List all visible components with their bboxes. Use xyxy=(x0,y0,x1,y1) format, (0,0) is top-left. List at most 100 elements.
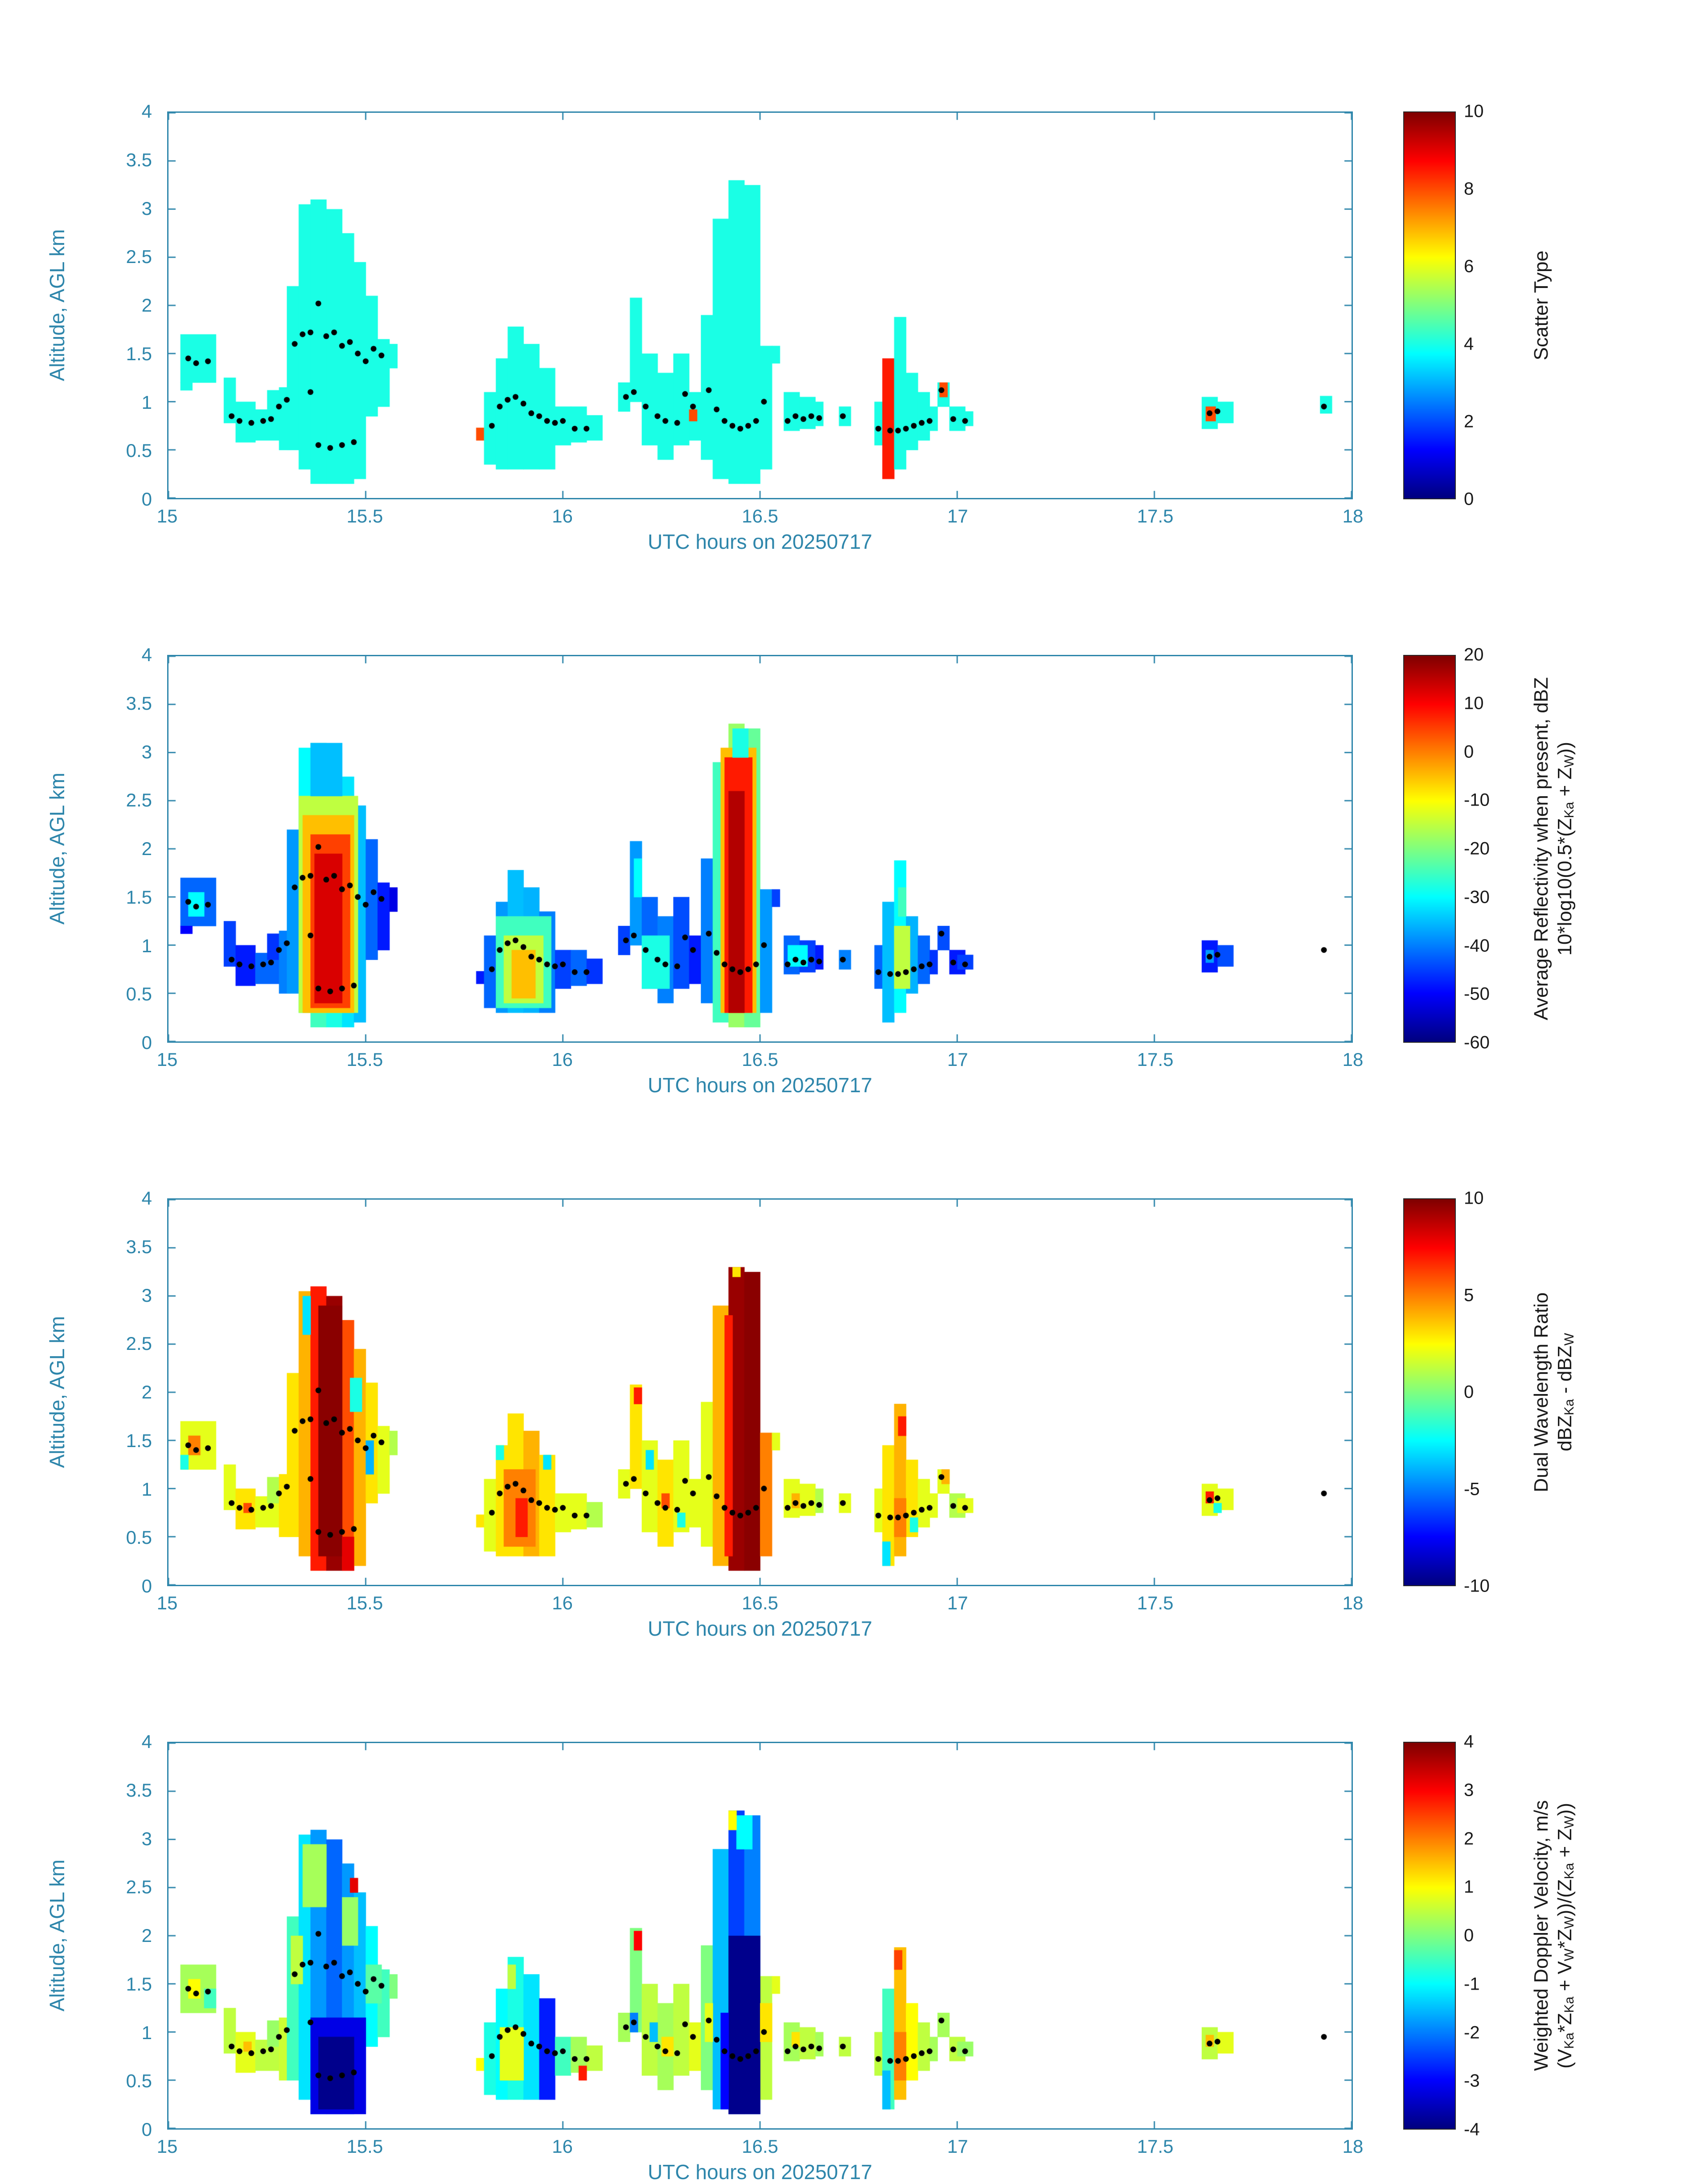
y-tick-label: 3 xyxy=(141,1828,152,1849)
x-tick-label: 16 xyxy=(552,506,573,526)
colorbar-label-line: Average Reflectivity when present, dBZ xyxy=(1530,677,1552,1020)
x-tick-label: 18 xyxy=(1342,506,1364,526)
y-tick-label: 3.5 xyxy=(126,692,152,714)
panel-dual-wavelength-ratio: Altitude, AGL km 0 0.5 1 1.5 2 2.5 3 3.5 4 15 15.… xyxy=(0,1087,1705,1640)
y-tick-label: 3.5 xyxy=(126,1779,152,1801)
x-axis-label: UTC hours on 20250717 xyxy=(648,1073,872,1097)
colorbar-label: Weighted Doppler Velocity, m/s (VKa*ZKa … xyxy=(1530,1742,1578,2130)
y-axis-ticks: 0 0.5 1 1.5 2 2.5 3 3.5 4 xyxy=(80,101,158,510)
x-tick-label: 15.5 xyxy=(346,506,383,526)
colorbar-tick-label: 2 xyxy=(1464,411,1474,432)
colorbar-tick-label: 0 xyxy=(1464,1925,1474,1945)
x-tick-label: 16.5 xyxy=(742,2136,778,2157)
y-tick-label: 3.5 xyxy=(126,149,152,170)
y-tick-label: 2.5 xyxy=(126,246,152,267)
y-tick-label: 0.5 xyxy=(126,440,152,461)
colorbar-tick-label: -60 xyxy=(1464,1032,1490,1053)
y-axis-label: Altitude, AGL km xyxy=(45,229,69,382)
x-tick-label: 16.5 xyxy=(742,1049,778,1070)
colorbar-label-line: dBZKa - dBZW xyxy=(1553,1333,1577,1452)
plot-area xyxy=(167,1742,1353,2130)
y-tick-label: 1.5 xyxy=(126,1430,152,1451)
y-axis-label: Altitude, AGL km xyxy=(45,1859,69,2012)
colorbar-label: Dual Wavelength Ratio dBZKa - dBZW xyxy=(1530,1198,1578,1586)
heatmap-canvas xyxy=(168,1743,1352,2128)
colorbar-tick-label: -2 xyxy=(1464,2023,1480,2042)
x-axis-label: UTC hours on 20250717 xyxy=(648,530,872,553)
y-tick-label: 0 xyxy=(141,1575,152,1596)
x-tick-label: 15.5 xyxy=(346,2136,383,2157)
colorbar-tick-label: -5 xyxy=(1464,1479,1480,1499)
colorbar-tick-label: 4 xyxy=(1464,334,1474,354)
x-tick-label: 17.5 xyxy=(1137,1592,1174,1613)
x-tick-label: 15 xyxy=(156,1592,178,1613)
y-axis-label: Altitude, AGL km xyxy=(45,1316,69,1468)
colorbar xyxy=(1403,1742,1456,2130)
y-tick-label: 2 xyxy=(141,1382,152,1403)
x-tick-label: 18 xyxy=(1342,1592,1364,1613)
colorbar-tick-label: -30 xyxy=(1464,887,1490,907)
y-tick-label: 3 xyxy=(141,1284,152,1306)
colorbar-tick-label: 10 xyxy=(1464,1188,1484,1208)
x-tick-label: 16 xyxy=(552,1592,573,1613)
colorbar-tick-label: -4 xyxy=(1464,2119,1480,2139)
colorbar-canvas xyxy=(1404,656,1455,1042)
y-tick-label: 1 xyxy=(141,935,152,956)
colorbar-ticks: 0 2 4 6 8 10 xyxy=(1464,102,1531,509)
y-axis-ticks: 0 0.5 1 1.5 2 2.5 3 3.5 4 xyxy=(80,644,158,1053)
heatmap-canvas xyxy=(168,656,1352,1041)
colorbar-tick-label: 2 xyxy=(1464,1829,1474,1848)
y-tick-label: 1 xyxy=(141,2022,152,2043)
x-axis-label: UTC hours on 20250717 xyxy=(648,1617,872,1640)
colorbar-tick-label: 5 xyxy=(1464,1285,1474,1305)
colorbar-label-line: (VKa*ZKa + VW*ZW))/(ZKa + ZW)) xyxy=(1553,1803,1577,2069)
colorbar-tick-label: 1 xyxy=(1464,1877,1474,1897)
y-tick-label: 2 xyxy=(141,1925,152,1946)
colorbar-tick-label: 10 xyxy=(1464,693,1484,713)
y-tick-label: 2.5 xyxy=(126,1876,152,1898)
x-tick-label: 17.5 xyxy=(1137,1049,1174,1070)
x-tick-label: 17 xyxy=(947,2136,968,2157)
colorbar-tick-label: 0 xyxy=(1464,489,1474,509)
y-tick-label: 4 xyxy=(141,1188,152,1209)
colorbar-label-line: Scatter Type xyxy=(1530,250,1552,361)
x-axis-ticks: 15 15.5 16 16.5 17 17.5 18 xyxy=(157,506,1364,529)
colorbar-canvas xyxy=(1404,1199,1455,1585)
colorbar-tick-label: -10 xyxy=(1464,1576,1490,1596)
y-axis-ticks: 0 0.5 1 1.5 2 2.5 3 3.5 4 xyxy=(80,1188,158,1596)
colorbar-canvas xyxy=(1404,1743,1455,2129)
heatmap-canvas xyxy=(168,113,1352,498)
colorbar-tick-label: 10 xyxy=(1464,101,1484,121)
y-tick-label: 2 xyxy=(141,295,152,316)
panel-reflectivity: Altitude, AGL km 0 0.5 1 1.5 2 2.5 3 3.5 4 15 15.… xyxy=(0,543,1705,1097)
x-tick-label: 16 xyxy=(552,2136,573,2157)
colorbar-tick-label: -50 xyxy=(1464,984,1490,1004)
colorbar-label: Average Reflectivity when present, dBZ 1… xyxy=(1530,655,1578,1043)
y-tick-label: 2.5 xyxy=(126,790,152,811)
panel-doppler-velocity: Altitude, AGL km 0 0.5 1 1.5 2 2.5 3 3.5 4 15 15.… xyxy=(0,1630,1705,2184)
y-tick-label: 1.5 xyxy=(126,1973,152,1995)
colorbar-label-line: Dual Wavelength Ratio xyxy=(1530,1292,1552,1493)
colorbar-ticks: -60 -50 -40 -30 -20 -10 0 10 20 xyxy=(1464,645,1531,1053)
x-axis-ticks: 15 15.5 16 16.5 17 17.5 18 xyxy=(157,1592,1364,1616)
x-tick-label: 17 xyxy=(947,1592,968,1613)
y-axis-ticks: 0 0.5 1 1.5 2 2.5 3 3.5 4 xyxy=(80,1731,158,2140)
x-tick-label: 17 xyxy=(947,1049,968,1070)
colorbar-tick-label: -20 xyxy=(1464,839,1490,859)
x-tick-label: 15 xyxy=(156,2136,178,2157)
x-tick-label: 15.5 xyxy=(346,1049,383,1070)
colorbar-tick-label: 0 xyxy=(1464,1382,1474,1402)
colorbar xyxy=(1403,111,1456,499)
x-tick-label: 18 xyxy=(1342,2136,1364,2157)
y-tick-label: 2 xyxy=(141,838,152,859)
y-tick-label: 4 xyxy=(141,644,152,665)
x-tick-label: 17.5 xyxy=(1137,506,1174,526)
plot-area xyxy=(167,1198,1353,1586)
x-axis-ticks: 15 15.5 16 16.5 17 17.5 18 xyxy=(157,2136,1364,2159)
y-tick-label: 4 xyxy=(141,1731,152,1752)
colorbar-tick-label: -40 xyxy=(1464,936,1490,955)
y-tick-label: 3.5 xyxy=(126,1236,152,1257)
x-axis-label: UTC hours on 20250717 xyxy=(648,2160,872,2184)
y-tick-label: 3 xyxy=(141,197,152,219)
colorbar-tick-label: 6 xyxy=(1464,256,1474,276)
